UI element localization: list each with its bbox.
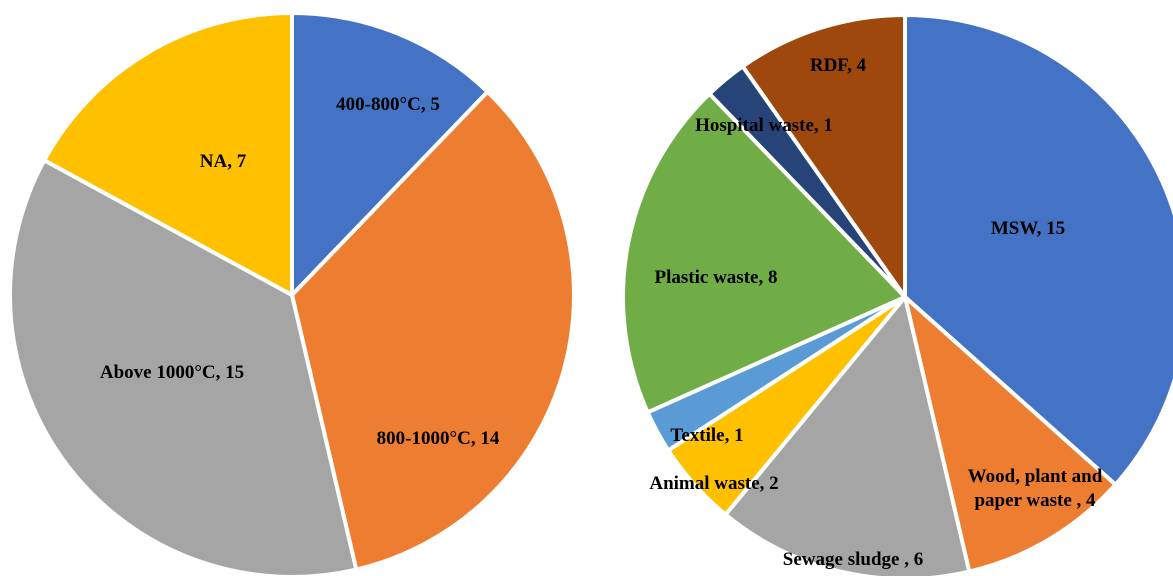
pie-slice-400-800-c: [290, 11, 490, 297]
slice-label-800-1000-c: 800-1000°C, 14: [377, 428, 500, 449]
pie-slice-msw: [903, 13, 1173, 487]
pie-slice-plastic-waste: [621, 91, 907, 415]
pie-slice-na: [42, 11, 294, 297]
slice-label-sewage-sludge: Sewage sludge , 6: [783, 549, 923, 570]
pie-slice-800-1000-c: [290, 89, 576, 572]
slice-label-wood: Wood, plant and paper waste , 4: [968, 466, 1103, 511]
pie-slice-wood: [903, 295, 1118, 574]
temperature-pie-chart: 400-800°C, 5 800-1000°C, 14 Above 1000°C, …: [8, 11, 576, 576]
slice-label-msw: MSW, 15: [991, 218, 1065, 239]
pie-slice-sewage-sludge: [723, 295, 972, 576]
slice-label-rdf: RDF, 4: [810, 55, 867, 76]
slice-label-animal-waste: Animal waste, 2: [649, 473, 778, 494]
slice-label-400-800-c: 400-800°C, 5: [336, 94, 440, 115]
slice-label-na: NA, 7: [200, 151, 247, 172]
slice-label-textile: Textile, 1: [670, 425, 743, 446]
slice-label-plastic-waste: Plastic waste, 8: [655, 267, 778, 288]
slice-label-above-1000-c: Above 1000°C, 15: [100, 362, 244, 383]
slice-label-hospital-waste: Hospital waste, 1: [695, 115, 833, 136]
waste-type-pie-chart: MSW, 15 Wood, plant and paper waste , 4 Sew…: [621, 13, 1173, 576]
pie-slice-rdf: [740, 13, 907, 299]
